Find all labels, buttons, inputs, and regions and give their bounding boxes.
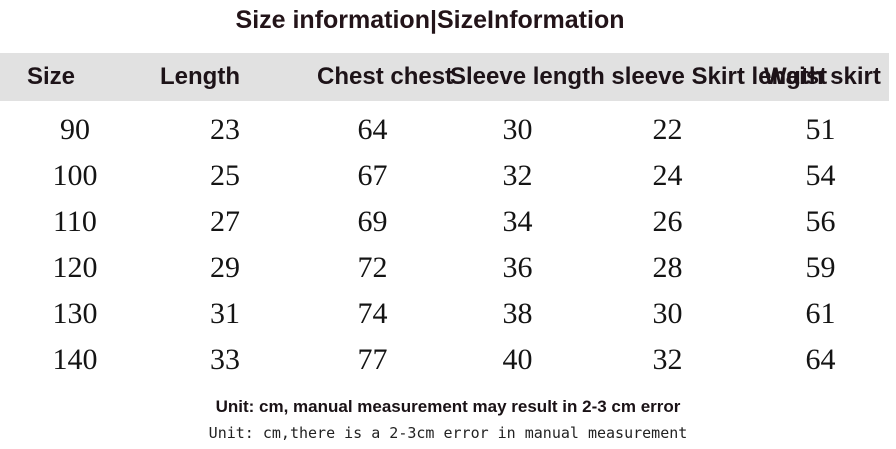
table-body: 90 23 64 30 22 51 100 25 67 32 24 54 110 27 69 34 26 56 12…: [0, 107, 896, 383]
table-cell: 69: [357, 205, 388, 238]
table-cell: 140: [52, 343, 98, 376]
table-cell: 120: [52, 251, 98, 284]
table-cell: 77: [357, 343, 388, 376]
table-cell: 30: [652, 297, 683, 330]
table-cell: 24: [652, 159, 683, 192]
table-cell: 22: [652, 113, 683, 146]
table-cell: 64: [357, 113, 388, 146]
table-cell: 33: [210, 343, 240, 376]
table-cell: 72: [357, 251, 388, 284]
table-cell: 74: [357, 297, 388, 330]
table-cell: 110: [53, 205, 97, 238]
table-cell: 100: [52, 159, 98, 192]
table-cell: 32: [502, 159, 533, 192]
table-row: 140 33 77 40 32 64: [0, 337, 896, 383]
table-cell: 25: [210, 159, 240, 192]
table-cell: 51: [805, 113, 836, 146]
unit-note-bold: Unit: cm, manual measurement may result …: [215, 397, 681, 416]
table-cell: 56: [805, 205, 836, 238]
table-cell: 61: [805, 297, 836, 330]
table-cell: 26: [652, 205, 683, 238]
table-row: 120 29 72 36 28 59: [0, 245, 896, 291]
table-cell: 90: [60, 113, 90, 146]
table-cell: 40: [502, 343, 533, 376]
table-cell: 59: [805, 251, 836, 284]
table-cell: 67: [357, 159, 388, 192]
table-cell: 29: [210, 251, 240, 284]
table-row: 90 23 64 30 22 51: [0, 107, 896, 153]
column-header-chest: Chest chest: [317, 63, 454, 90]
table-cell: 28: [652, 251, 683, 284]
table-row: 100 25 67 32 24 54: [0, 153, 896, 199]
column-header-sleeve-skirt: Sleeve length sleeve Skirt length skirt: [450, 63, 881, 90]
column-header-size: Size: [27, 63, 76, 90]
table-cell: 31: [210, 297, 240, 330]
table-cell: 30: [502, 113, 533, 146]
unit-note-mono: Unit: cm,there is a 2-3cm error in manua…: [208, 424, 688, 442]
table-cell: 130: [52, 297, 98, 330]
table-row: 110 27 69 34 26 56: [0, 199, 896, 245]
column-header-length: Length: [160, 63, 240, 90]
table-cell: 34: [502, 205, 533, 238]
table-cell: 36: [502, 251, 533, 284]
column-header-waist: Waist: [764, 63, 828, 90]
page-title: Size information|SizeInformation: [235, 6, 625, 34]
table-cell: 23: [210, 113, 240, 146]
table-cell: 64: [805, 343, 836, 376]
table-row: 130 31 74 38 30 61: [0, 291, 896, 337]
table-header-row: Size Length Chest chest Sleeve length sl…: [0, 53, 889, 101]
table-cell: 27: [210, 205, 240, 238]
table-cell: 32: [652, 343, 683, 376]
table-cell: 54: [805, 159, 836, 192]
table-cell: 38: [502, 297, 533, 330]
